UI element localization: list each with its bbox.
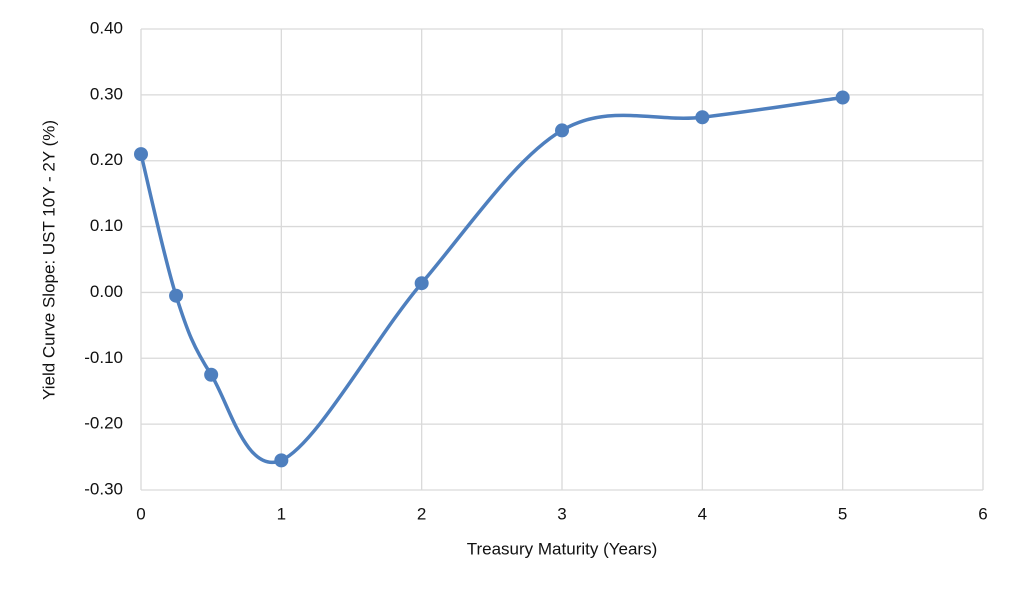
y-tick-label: 0.10 (90, 216, 123, 235)
data-point (695, 110, 710, 125)
data-point (134, 147, 148, 162)
y-tick-label: 0.30 (90, 84, 123, 103)
data-point (414, 276, 429, 291)
x-tick-label: 1 (277, 504, 286, 523)
y-axis-label: Yield Curve Slope: UST 10Y - 2Y (%) (39, 120, 58, 400)
x-tick-label: 5 (838, 504, 847, 523)
y-tick-label: -0.20 (84, 414, 123, 433)
x-tick-label: 6 (978, 504, 987, 523)
x-tick-label: 2 (417, 504, 426, 523)
series-line (139, 95, 843, 465)
data-point (169, 288, 184, 303)
x-axis-label: Treasury Maturity (Years) (467, 539, 658, 558)
y-tick-label: -0.30 (84, 479, 123, 498)
data-point (204, 367, 219, 382)
x-tick-label: 3 (557, 504, 566, 523)
x-tick-label: 4 (698, 504, 707, 523)
data-point (555, 123, 569, 138)
y-tick-label: 0.20 (90, 150, 123, 169)
x-tick-label: 0 (136, 504, 145, 523)
y-tick-label: 0.00 (90, 282, 123, 301)
y-tick-label: -0.10 (84, 348, 123, 367)
data-point (274, 453, 289, 468)
y-tick-label: 0.40 (90, 18, 123, 37)
data-point (835, 90, 850, 105)
